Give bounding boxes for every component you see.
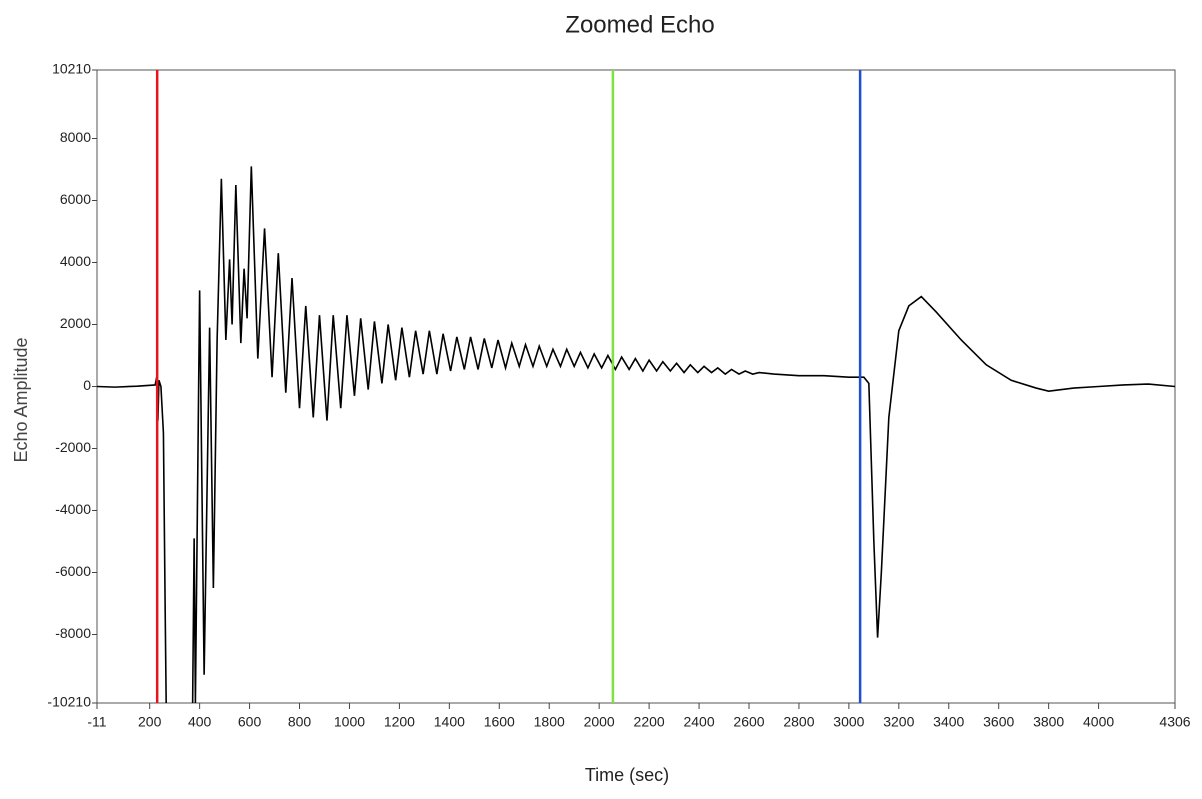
x-tick-label: 2400	[683, 714, 714, 730]
x-tick-label: 3000	[833, 714, 864, 730]
x-tick-label: 400	[188, 714, 212, 730]
x-tick-label: 4306	[1159, 714, 1190, 730]
y-tick-label: 6000	[60, 191, 91, 207]
x-tick-label: 600	[238, 714, 262, 730]
x-tick-label: 2600	[733, 714, 764, 730]
y-tick-label: -10210	[47, 694, 91, 710]
y-tick-label: 10210	[52, 61, 91, 77]
x-tick-label: 2200	[634, 714, 665, 730]
plot-frame	[96, 69, 1176, 704]
y-tick-label: -4000	[55, 501, 91, 517]
y-tick-label: -8000	[55, 625, 91, 641]
x-tick-label: 3200	[883, 714, 914, 730]
x-tick-label: 4000	[1083, 714, 1114, 730]
x-tick-label: 3400	[933, 714, 964, 730]
x-tick-label: 2000	[584, 714, 615, 730]
x-tick-label: 1800	[534, 714, 565, 730]
x-tick-label: 2800	[783, 714, 814, 730]
x-tick-label: 1000	[334, 714, 365, 730]
x-tick-label: -11	[87, 714, 106, 730]
y-axis-label: Echo Amplitude	[11, 337, 31, 462]
x-tick-label: 3800	[1033, 714, 1064, 730]
x-tick-label: 200	[138, 714, 162, 730]
x-tick-label: 1600	[484, 714, 515, 730]
y-tick-label: -6000	[55, 563, 91, 579]
y-tick-label: 8000	[60, 129, 91, 145]
y-tick-label: 2000	[60, 315, 91, 331]
y-tick-label: 0	[83, 377, 91, 393]
x-tick-label: 800	[288, 714, 312, 730]
chart-title: Zoomed Echo	[565, 11, 714, 38]
y-tick-label: -2000	[55, 439, 91, 455]
x-tick-label: 3600	[983, 714, 1014, 730]
y-tick-label: 4000	[60, 253, 91, 269]
echo-line	[97, 166, 1175, 703]
x-tick-label: 1200	[384, 714, 415, 730]
x-axis-label: Time (sec)	[585, 765, 669, 785]
x-tick-label: 1400	[434, 714, 465, 730]
